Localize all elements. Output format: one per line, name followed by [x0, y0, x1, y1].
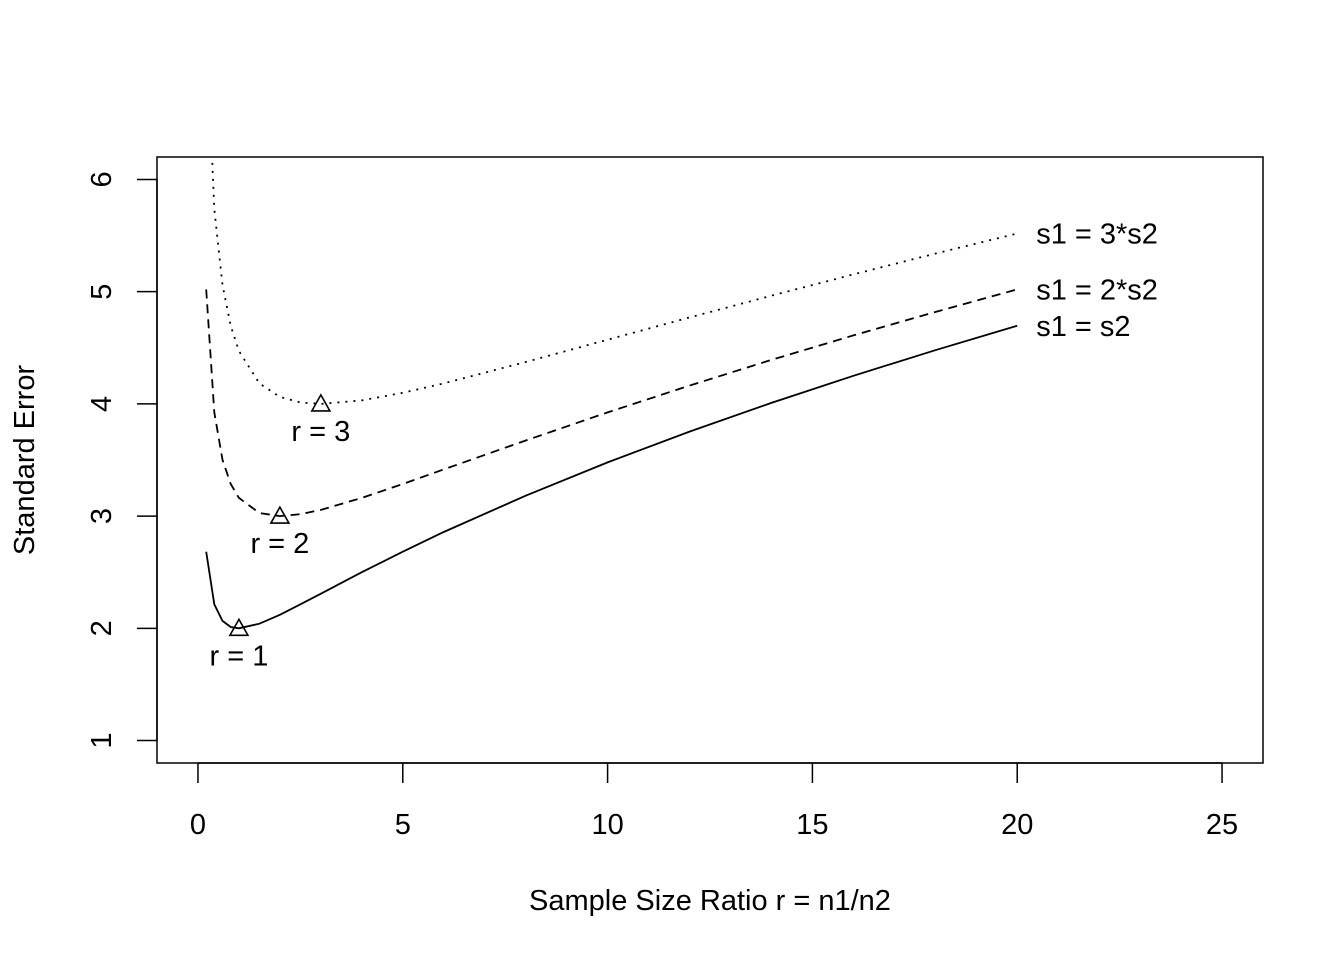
y-tick-label: 4 — [86, 396, 118, 412]
min-point-triangle-marker — [269, 505, 291, 524]
min-point-label: r = 3 — [291, 416, 350, 448]
x-tick-label: 10 — [591, 809, 623, 841]
y-tick-label: 6 — [86, 171, 118, 187]
min-point-triangle-marker — [310, 393, 332, 412]
min-point-label: r = 1 — [210, 640, 269, 672]
y-axis: 1 2 3 4 5 6 — [86, 171, 158, 749]
y-tick-label: 1 — [86, 732, 118, 748]
y-tick-label: 5 — [86, 284, 118, 300]
series-line-1 — [205, 324, 1018, 630]
y-axis-label: Standard Error — [9, 365, 41, 556]
x-axis-label: Sample Size Ratio r = n1/n2 — [529, 885, 891, 917]
series-label: s1 = 3*s2 — [1036, 219, 1158, 251]
x-tick-label: 20 — [1001, 809, 1033, 841]
series-line-2 — [205, 288, 1018, 518]
x-tick-label: 5 — [395, 809, 411, 841]
y-tick-label: 2 — [86, 620, 118, 636]
x-tick-label: 15 — [796, 809, 828, 841]
x-axis: 0 5 10 15 20 25 — [190, 762, 1238, 841]
series-label: s1 = 2*s2 — [1036, 274, 1158, 306]
series-label: s1 = s2 — [1036, 311, 1130, 343]
min-point-label: r = 2 — [250, 528, 309, 560]
series-group — [205, 157, 1018, 630]
series-line-3 — [211, 157, 1018, 405]
y-tick-label: 3 — [86, 508, 118, 524]
markers-group: s1 = s2 r = 1 s1 = 2*s2 r = 2 s1 = 3*s2 r = 3 — [210, 219, 1158, 673]
x-tick-label: 0 — [190, 809, 206, 841]
x-tick-label: 25 — [1206, 809, 1238, 841]
min-point-triangle-marker — [228, 617, 250, 637]
